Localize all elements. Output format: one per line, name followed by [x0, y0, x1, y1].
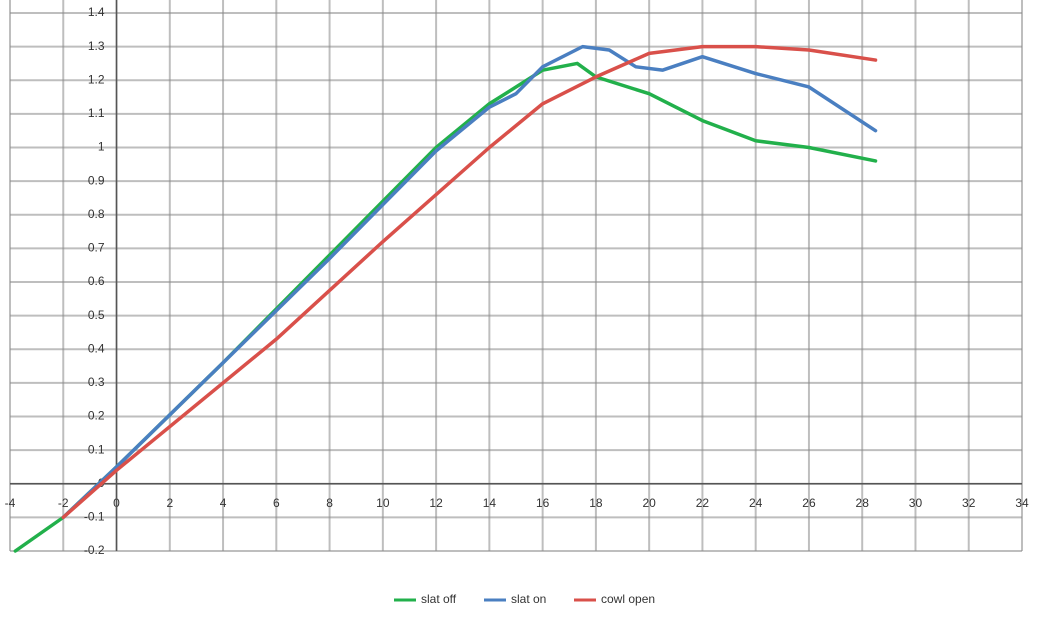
- x-tick-label: 22: [696, 496, 710, 510]
- legend-label: slat on: [511, 592, 546, 606]
- y-tick-label: 1: [98, 140, 105, 154]
- x-tick-label: 18: [589, 496, 603, 510]
- y-tick-label: 0.5: [88, 308, 105, 322]
- legend-label: cowl open: [601, 592, 655, 606]
- x-tick-label: 32: [962, 496, 976, 510]
- y-tick-label: 0.9: [88, 173, 105, 187]
- y-tick-label: 1.4: [88, 5, 105, 19]
- y-tick-label: 0.1: [88, 442, 105, 456]
- x-tick-label: 4: [220, 496, 227, 510]
- y-tick-label: 1.2: [88, 72, 105, 86]
- y-tick-label: 0.7: [88, 241, 105, 255]
- x-tick-label: 14: [483, 496, 497, 510]
- x-tick-label: -4: [5, 496, 16, 510]
- series-line: [61, 44, 878, 520]
- x-tick-label: 2: [166, 496, 173, 510]
- x-tick-label: 10: [376, 496, 390, 510]
- x-tick-label: 12: [429, 496, 443, 510]
- y-tick-label: 1.3: [88, 39, 105, 53]
- x-tick-label: 6: [273, 496, 280, 510]
- x-tick-label: 8: [326, 496, 333, 510]
- legend-label: slat off: [421, 592, 457, 606]
- x-tick-label: 28: [856, 496, 870, 510]
- x-tick-label: 30: [909, 496, 923, 510]
- y-tick-label: 1.1: [88, 106, 105, 120]
- x-tick-label: 20: [642, 496, 656, 510]
- x-tick-label: 34: [1015, 496, 1029, 510]
- series-line: [61, 44, 878, 520]
- x-tick-label: 26: [802, 496, 816, 510]
- x-tick-label: 24: [749, 496, 763, 510]
- x-tick-label: 16: [536, 496, 550, 510]
- x-tick-label: -2: [58, 496, 69, 510]
- y-tick-label: 0.4: [88, 341, 105, 355]
- series-line: [13, 61, 878, 553]
- y-tick-label: -0.2: [84, 543, 105, 557]
- y-tick-label: 0.6: [88, 274, 105, 288]
- y-tick-label: 0.3: [88, 375, 105, 389]
- y-tick-label: -0.1: [84, 510, 105, 524]
- y-tick-label: 0.8: [88, 207, 105, 221]
- y-tick-label: 0.2: [88, 409, 105, 423]
